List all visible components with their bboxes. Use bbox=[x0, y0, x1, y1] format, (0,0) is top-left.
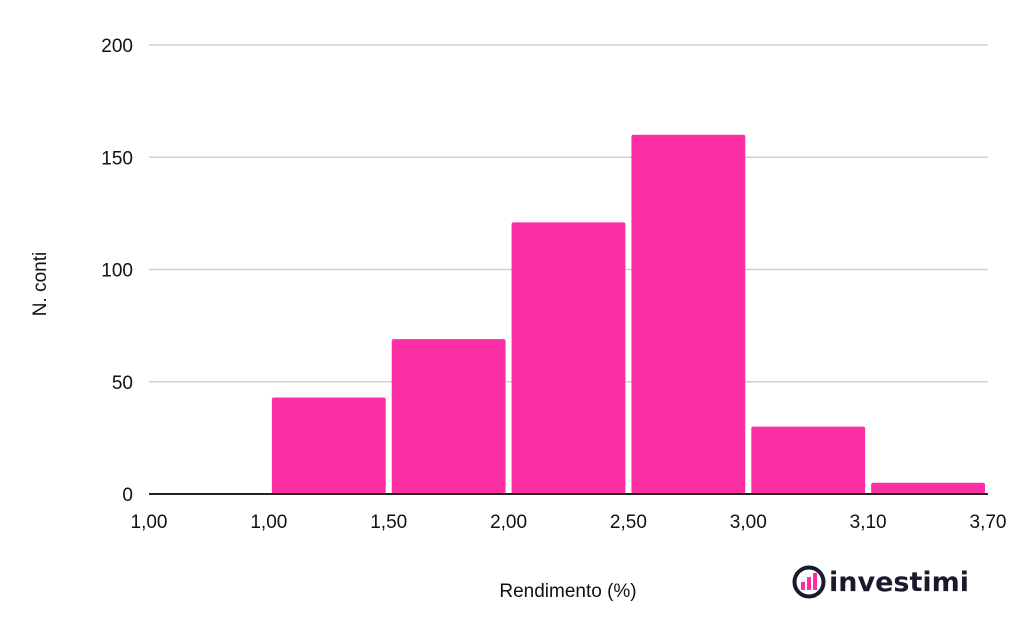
histogram-bar bbox=[391, 339, 506, 494]
histogram-bar bbox=[511, 222, 626, 495]
x-tick-labels: 1,00 1,00 1,50 2,00 2,50 3,00 3,10 3,70 bbox=[131, 512, 1007, 533]
x-tick-label: 1,00 bbox=[250, 512, 287, 533]
histogram-bar bbox=[871, 482, 985, 494]
brand-logo: investimi bbox=[792, 565, 969, 599]
y-tick-labels: 0 50 100 150 200 bbox=[101, 36, 133, 506]
y-axis-title: N. conti bbox=[30, 252, 51, 316]
x-tick-label: 2,50 bbox=[610, 512, 647, 533]
x-axis-title: Rendimento (%) bbox=[499, 581, 636, 602]
y-tick-label: 200 bbox=[101, 36, 133, 57]
y-tick-label: 100 bbox=[101, 261, 133, 282]
bar-chart-circle-icon bbox=[792, 565, 826, 599]
brand-name: investimi bbox=[829, 567, 969, 598]
x-tick-label: 1,00 bbox=[131, 512, 168, 533]
x-tick-label: 3,70 bbox=[970, 512, 1007, 533]
y-tick-label: 50 bbox=[112, 373, 133, 394]
histogram-bar bbox=[271, 397, 386, 494]
x-tick-label: 2,00 bbox=[490, 512, 527, 533]
x-tick-label: 3,00 bbox=[730, 512, 767, 533]
x-tick-label: 3,10 bbox=[850, 512, 887, 533]
y-tick-label: 0 bbox=[122, 485, 133, 506]
x-tick-label: 1,50 bbox=[370, 512, 407, 533]
y-tick-label: 150 bbox=[101, 148, 133, 169]
histogram-bar bbox=[631, 134, 746, 495]
bars-layer bbox=[271, 134, 985, 495]
histogram-bar bbox=[751, 426, 866, 494]
